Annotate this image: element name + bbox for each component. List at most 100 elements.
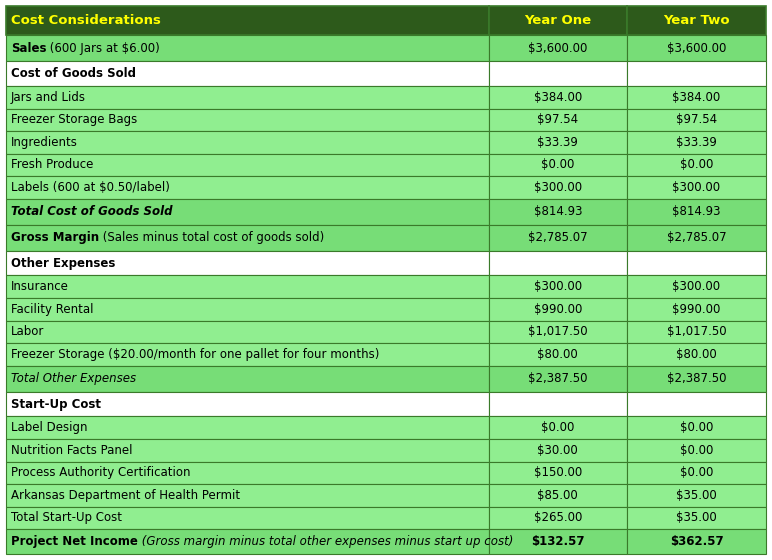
Text: $0.00: $0.00 <box>680 421 713 434</box>
Text: $2,387.50: $2,387.50 <box>667 372 726 385</box>
Text: Nutrition Facts Panel: Nutrition Facts Panel <box>11 444 133 457</box>
Text: Total Start-Up Cost: Total Start-Up Cost <box>11 511 122 524</box>
Text: $35.00: $35.00 <box>676 511 717 524</box>
Bar <box>627 61 766 86</box>
Text: Total Other Expenses: Total Other Expenses <box>11 372 136 385</box>
Bar <box>6 61 489 86</box>
Text: Year One: Year One <box>524 14 591 27</box>
Text: Facility Rental: Facility Rental <box>11 303 93 316</box>
Bar <box>489 507 627 529</box>
Bar <box>627 35 766 61</box>
Bar <box>6 417 489 439</box>
Text: Freezer Storage ($20.00/month for one pallet for four months): Freezer Storage ($20.00/month for one pa… <box>11 348 379 361</box>
Text: $0.00: $0.00 <box>680 466 713 479</box>
Text: Cost of Goods Sold: Cost of Goods Sold <box>11 67 136 80</box>
Text: $97.54: $97.54 <box>537 113 578 127</box>
Text: $300.00: $300.00 <box>672 280 720 293</box>
Bar <box>627 131 766 153</box>
Bar <box>489 176 627 199</box>
Bar <box>489 417 627 439</box>
Text: $2,785.07: $2,785.07 <box>528 231 587 244</box>
Text: $97.54: $97.54 <box>676 113 717 127</box>
Text: $2,785.07: $2,785.07 <box>667 231 726 244</box>
Text: Sales: Sales <box>11 42 46 55</box>
Bar <box>489 61 627 86</box>
Bar <box>489 439 627 461</box>
Text: $300.00: $300.00 <box>533 181 582 194</box>
Bar <box>627 225 766 251</box>
Bar <box>489 251 627 276</box>
Bar <box>6 109 489 131</box>
Bar <box>6 320 489 343</box>
Bar <box>489 320 627 343</box>
Bar <box>489 35 627 61</box>
Bar <box>627 529 766 554</box>
Text: $1,017.50: $1,017.50 <box>667 325 726 338</box>
Bar <box>627 391 766 417</box>
Bar <box>6 276 489 298</box>
Bar <box>489 461 627 484</box>
Text: $0.00: $0.00 <box>541 421 574 434</box>
Text: Cost Considerations: Cost Considerations <box>11 14 161 27</box>
Bar <box>489 86 627 109</box>
Bar <box>6 251 489 276</box>
Text: $3,600.00: $3,600.00 <box>667 42 726 55</box>
Bar <box>627 86 766 109</box>
Bar <box>627 6 766 35</box>
Bar <box>489 343 627 366</box>
Bar <box>627 176 766 199</box>
Text: Other Expenses: Other Expenses <box>11 256 115 269</box>
Text: Labor: Labor <box>11 325 44 338</box>
Bar <box>627 343 766 366</box>
Text: $33.39: $33.39 <box>676 136 717 149</box>
Bar <box>489 153 627 176</box>
Bar <box>6 507 489 529</box>
Bar <box>489 131 627 153</box>
Bar <box>6 86 489 109</box>
Text: Process Authority Certification: Process Authority Certification <box>11 466 191 479</box>
Bar <box>627 109 766 131</box>
Text: $300.00: $300.00 <box>533 280 582 293</box>
Text: Jars and Lids: Jars and Lids <box>11 91 86 104</box>
Text: $3,600.00: $3,600.00 <box>528 42 587 55</box>
Text: $0.00: $0.00 <box>541 158 574 171</box>
Bar <box>6 153 489 176</box>
Bar <box>627 417 766 439</box>
Text: $384.00: $384.00 <box>533 91 582 104</box>
Text: Fresh Produce: Fresh Produce <box>11 158 93 171</box>
Text: $990.00: $990.00 <box>672 303 720 316</box>
Bar <box>6 35 489 61</box>
Text: $0.00: $0.00 <box>680 158 713 171</box>
Bar <box>489 199 627 225</box>
Bar <box>627 276 766 298</box>
Bar <box>6 199 489 225</box>
Bar <box>6 391 489 417</box>
Bar <box>6 529 489 554</box>
Bar <box>627 461 766 484</box>
Bar <box>6 131 489 153</box>
Bar <box>627 251 766 276</box>
Text: $362.57: $362.57 <box>669 535 723 548</box>
Bar <box>6 484 489 507</box>
Bar <box>6 176 489 199</box>
Text: $384.00: $384.00 <box>672 91 720 104</box>
Bar <box>489 225 627 251</box>
Text: $35.00: $35.00 <box>676 489 717 502</box>
Bar <box>627 439 766 461</box>
Bar <box>489 529 627 554</box>
Text: $150.00: $150.00 <box>533 466 582 479</box>
Text: $265.00: $265.00 <box>533 511 582 524</box>
Bar <box>627 366 766 391</box>
Text: (Sales minus total cost of goods sold): (Sales minus total cost of goods sold) <box>99 231 324 244</box>
Text: $85.00: $85.00 <box>537 489 578 502</box>
Bar <box>6 298 489 320</box>
Bar <box>627 484 766 507</box>
Text: $80.00: $80.00 <box>676 348 717 361</box>
Text: Year Two: Year Two <box>663 14 730 27</box>
Text: $1,017.50: $1,017.50 <box>528 325 587 338</box>
Text: $300.00: $300.00 <box>672 181 720 194</box>
Text: Start-Up Cost: Start-Up Cost <box>11 398 101 410</box>
Text: (600 Jars at $6.00): (600 Jars at $6.00) <box>46 42 161 55</box>
Bar <box>489 276 627 298</box>
Text: Total Cost of Goods Sold: Total Cost of Goods Sold <box>11 206 172 218</box>
